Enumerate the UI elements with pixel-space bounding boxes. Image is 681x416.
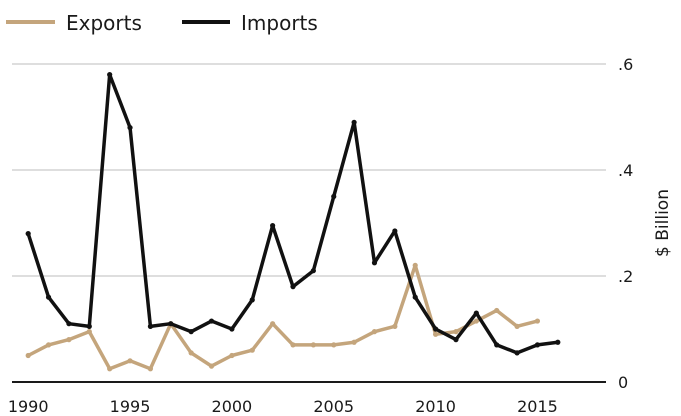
data-point-exports — [494, 307, 500, 314]
data-point-exports — [453, 329, 459, 335]
legend: Exports Imports — [6, 11, 318, 35]
data-point-imports — [351, 119, 357, 125]
data-point-exports — [514, 323, 520, 329]
data-point-imports — [432, 326, 439, 332]
data-point-imports — [514, 350, 520, 356]
x-tick-label: 2000 — [212, 397, 253, 416]
data-point-exports — [66, 337, 72, 343]
data-point-exports — [188, 350, 194, 356]
data-point-imports — [188, 329, 194, 335]
x-tick-label: 1995 — [110, 397, 151, 416]
data-point-imports — [473, 310, 479, 316]
data-point-imports — [25, 231, 31, 237]
y-tick-label: .4 — [618, 161, 633, 180]
y-tick-labels: 0 .2 .4 .6 — [618, 55, 633, 392]
data-point-exports — [534, 318, 541, 324]
x-tick-label: 2005 — [313, 397, 354, 416]
data-point-imports — [270, 223, 276, 229]
data-point-exports — [45, 342, 52, 348]
data-point-exports — [127, 358, 133, 364]
data-point-exports — [310, 342, 316, 348]
x-tick-labels: 1990 1995 2000 2005 2010 2015 — [8, 397, 558, 416]
data-point-exports — [249, 347, 255, 353]
data-point-exports — [270, 321, 276, 327]
data-point-exports — [25, 352, 31, 359]
data-point-imports — [229, 326, 235, 332]
data-point-imports — [371, 260, 378, 266]
data-point-imports — [107, 72, 113, 78]
series-line-exports — [26, 263, 540, 371]
data-point-imports — [86, 323, 92, 329]
data-point-imports — [45, 294, 52, 300]
data-point-exports — [371, 329, 378, 335]
data-point-exports — [432, 331, 439, 337]
data-point-exports — [147, 366, 154, 372]
series-line-imports — [26, 72, 560, 355]
data-point-imports — [412, 294, 418, 300]
data-point-imports — [290, 284, 296, 290]
data-point-imports — [147, 323, 154, 329]
y-tick-label: .6 — [618, 55, 633, 74]
series-layer — [25, 72, 561, 372]
data-point-exports — [392, 323, 398, 329]
data-point-imports — [494, 342, 500, 348]
data-point-imports — [66, 321, 72, 327]
data-point-imports — [555, 339, 561, 345]
data-point-exports — [412, 262, 418, 268]
data-point-exports — [290, 342, 296, 348]
y-axis-title: $ Billion — [653, 189, 673, 257]
data-point-imports — [310, 268, 316, 274]
x-tick-label: 1990 — [8, 397, 49, 416]
data-point-imports — [534, 342, 541, 348]
legend-label-imports: Imports — [241, 11, 318, 35]
data-point-exports — [208, 363, 215, 369]
data-point-imports — [208, 318, 215, 324]
x-tick-label: 2015 — [517, 397, 558, 416]
data-point-imports — [453, 337, 459, 343]
y-tick-label: 0 — [618, 373, 628, 392]
grid-layer — [12, 63, 606, 383]
data-point-exports — [331, 342, 337, 348]
data-point-exports — [473, 318, 479, 324]
data-point-exports — [107, 366, 113, 372]
x-tick-label: 2010 — [415, 397, 456, 416]
data-point-exports — [229, 352, 235, 359]
data-point-imports — [392, 228, 398, 234]
data-point-imports — [249, 297, 255, 303]
data-point-exports — [86, 329, 92, 335]
data-point-imports — [127, 125, 133, 131]
data-point-imports — [168, 321, 174, 327]
data-point-exports — [351, 339, 357, 345]
legend-label-exports: Exports — [66, 11, 142, 35]
y-tick-label: .2 — [618, 267, 633, 286]
data-point-imports — [331, 193, 337, 200]
